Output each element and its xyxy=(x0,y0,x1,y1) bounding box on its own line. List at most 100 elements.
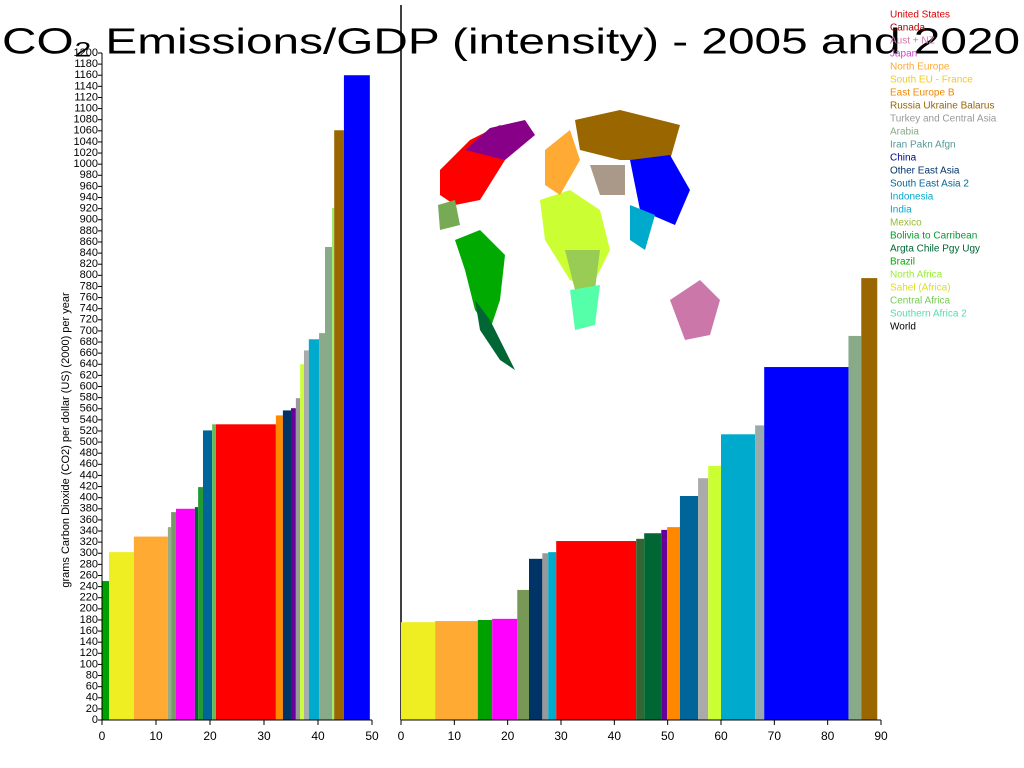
bar xyxy=(295,398,301,720)
legend-entry: Other East Asia xyxy=(890,166,960,177)
y-tick-label: 320 xyxy=(80,536,98,548)
bar xyxy=(679,495,699,720)
bar xyxy=(194,507,199,720)
y-tick-label: 920 xyxy=(80,203,98,215)
legend-entry: North Africa xyxy=(890,270,943,281)
legend-entry: Mexico xyxy=(890,218,922,229)
y-tick-label: 180 xyxy=(80,614,98,626)
x-tick-label: 80 xyxy=(821,729,835,743)
map-region xyxy=(575,110,680,160)
bar xyxy=(319,333,326,720)
bar xyxy=(215,424,276,720)
y-tick-label: 820 xyxy=(80,258,98,270)
y-tick-label: 840 xyxy=(80,247,98,259)
x-tick-label: 90 xyxy=(874,729,888,743)
legend-entry: East Europe B xyxy=(890,88,955,99)
x-tick-label: 10 xyxy=(448,729,462,743)
legend-entry: Japan xyxy=(890,49,917,60)
y-tick-label: 520 xyxy=(80,425,98,437)
y-tick-label: 380 xyxy=(80,503,98,515)
y-tick-label: 1120 xyxy=(74,91,98,103)
bar xyxy=(529,558,543,720)
y-tick-label: 160 xyxy=(80,625,98,637)
bar xyxy=(171,512,176,720)
y-tick-label: 980 xyxy=(80,169,98,181)
legend-entry: Bolivia to Carribean xyxy=(890,231,977,242)
bar xyxy=(667,527,680,720)
y-tick-label: 620 xyxy=(80,369,98,381)
y-tick-label: 500 xyxy=(80,436,98,448)
map-region xyxy=(670,280,720,340)
y-tick-label: 280 xyxy=(80,558,98,570)
map-region xyxy=(438,200,460,230)
y-tick-label: 340 xyxy=(80,525,98,537)
bar xyxy=(556,541,637,720)
x-tick-label: 40 xyxy=(608,729,622,743)
y-tick-label: 220 xyxy=(80,592,98,604)
y-tick-label: 700 xyxy=(80,325,98,337)
legend-entry: North Europe xyxy=(890,62,950,73)
y-tick-label: 540 xyxy=(80,414,98,426)
bar xyxy=(300,364,304,720)
x-tick-label: 0 xyxy=(398,729,405,743)
y-tick-label: 100 xyxy=(80,658,98,670)
legend-entry: Aust + NZ xyxy=(890,36,935,47)
y-tick-label: 1060 xyxy=(74,125,98,137)
bar xyxy=(848,335,862,720)
x-tick-label: 60 xyxy=(714,729,728,743)
y-tick-label: 800 xyxy=(80,269,98,281)
y-tick-label: 580 xyxy=(80,392,98,404)
legend-entry: Turkey and Central Asia xyxy=(890,114,997,125)
legend-entry: South East Asia 2 xyxy=(890,179,969,190)
y-tick-label: 40 xyxy=(86,692,98,704)
bar xyxy=(492,618,518,720)
bar xyxy=(401,622,436,720)
bar xyxy=(764,367,849,720)
bar xyxy=(435,621,478,720)
y-tick-label: 200 xyxy=(80,603,98,615)
y-tick-label: 440 xyxy=(80,469,98,481)
y-tick-label: 660 xyxy=(80,347,98,359)
bar xyxy=(517,589,529,720)
bar xyxy=(477,619,493,720)
bar xyxy=(109,552,134,720)
y-tick-label: 640 xyxy=(80,358,98,370)
y-axis-label: grams Carbon Dioxide (CO2) per dollar (U… xyxy=(60,292,72,588)
y-tick-label: 20 xyxy=(86,703,98,715)
y-tick-label: 80 xyxy=(86,669,98,681)
bar xyxy=(332,208,335,720)
y-tick-label: 140 xyxy=(80,636,98,648)
world-map xyxy=(438,110,720,370)
y-tick-label: 420 xyxy=(80,480,98,492)
bar xyxy=(661,529,668,720)
y-tick-label: 680 xyxy=(80,336,98,348)
y-tick-label: 780 xyxy=(80,280,98,292)
legend-entry: Indonesia xyxy=(890,192,934,203)
map-region xyxy=(475,300,515,370)
y-tick-label: 360 xyxy=(80,514,98,526)
legend-entry: United States xyxy=(890,10,950,21)
bar xyxy=(133,536,168,720)
map-region xyxy=(465,120,535,160)
chart-title: CO₂ Emissions/GDP (intensity) - 2005 and… xyxy=(2,21,1020,62)
bar xyxy=(548,552,557,720)
y-tick-label: 1160 xyxy=(74,69,98,81)
legend-entry: Argta Chile Pgy Ugy xyxy=(890,244,980,255)
y-tick-label: 600 xyxy=(80,380,98,392)
x-tick-label: 70 xyxy=(768,729,782,743)
x-tick-label: 50 xyxy=(661,729,675,743)
bar xyxy=(282,410,291,720)
y-tick-label: 240 xyxy=(80,581,98,593)
bar xyxy=(325,246,333,720)
x-tick-label: 30 xyxy=(257,729,271,743)
map-region xyxy=(630,205,655,250)
y-tick-label: 760 xyxy=(80,291,98,303)
bar xyxy=(343,75,370,720)
y-tick-label: 400 xyxy=(80,492,98,504)
bar xyxy=(275,415,283,720)
map-region xyxy=(630,155,690,225)
bar xyxy=(291,408,296,720)
y-tick-label: 560 xyxy=(80,403,98,415)
legend-entry: Arabia xyxy=(890,127,919,138)
